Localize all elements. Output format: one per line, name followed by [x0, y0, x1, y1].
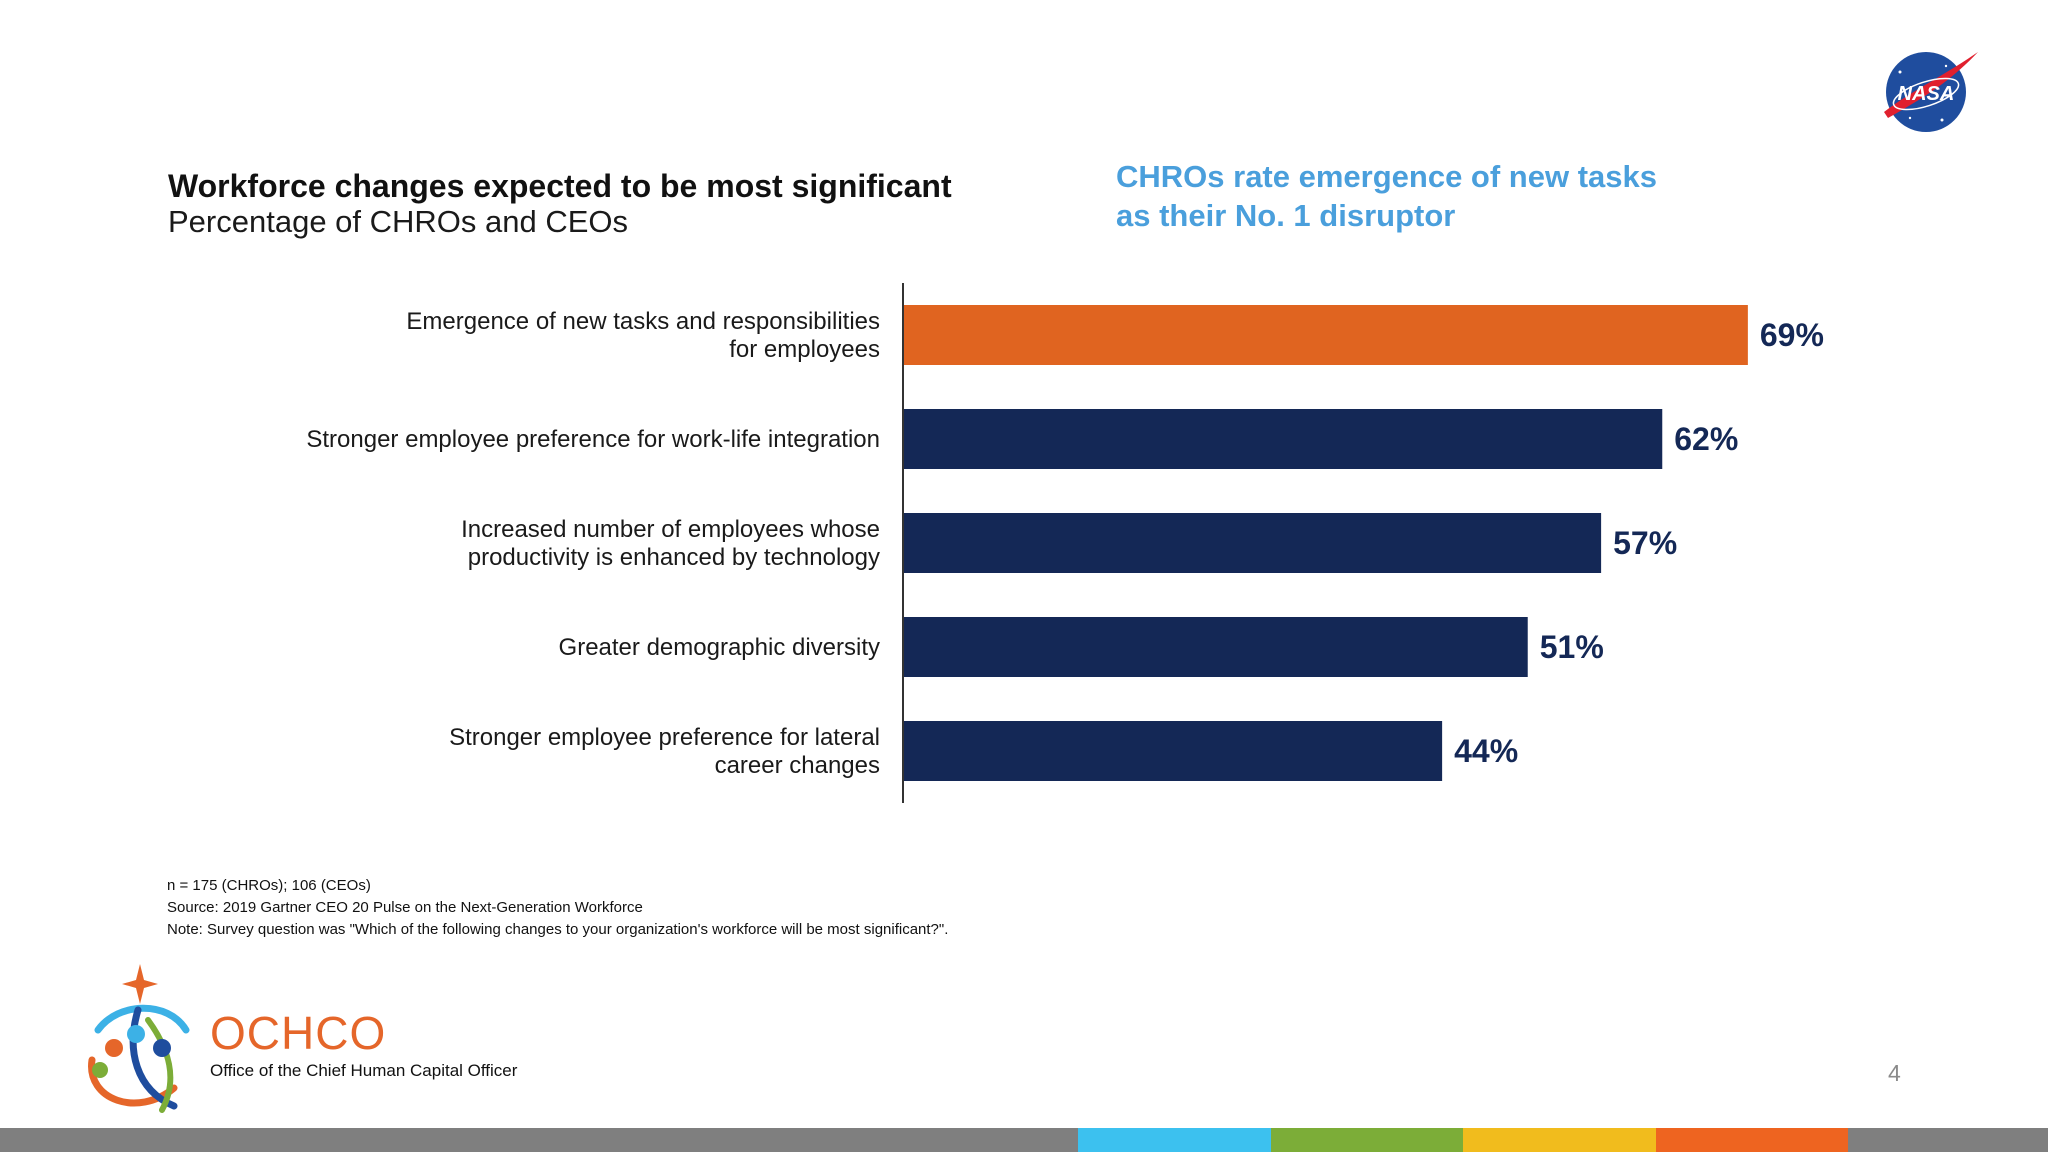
category-label-line: Greater demographic diversity [559, 634, 880, 661]
category-label-line: Increased number of employees whose [461, 516, 880, 543]
ochco-logo-icon [88, 964, 190, 1113]
footer-segment [1463, 1128, 1656, 1152]
bar [904, 513, 1602, 573]
source-note: Source: 2019 Gartner CEO 20 Pulse on the… [167, 899, 643, 916]
survey-note: Note: Survey question was "Which of the … [167, 921, 949, 938]
category-label-line: Stronger employee preference for lateral [449, 724, 880, 751]
category-label: Increased number of employees whose produ… [461, 516, 880, 571]
bar-chart: 69% Emergence of new tasks and responsibi… [306, 283, 1824, 803]
footer-segment [1656, 1128, 1848, 1152]
category-label-line: career changes [715, 752, 880, 779]
category-label-line: productivity is enhanced by technology [468, 544, 880, 571]
category-label-line: for employees [729, 336, 880, 363]
footer-segment [1078, 1128, 1271, 1152]
footer-segment [1271, 1128, 1463, 1152]
bar [904, 409, 1663, 469]
bar [904, 305, 1748, 365]
value-label: 44% [1454, 733, 1518, 769]
nasa-logo-text: NASA [1898, 83, 1955, 105]
footer-segment [1848, 1128, 2048, 1152]
category-label: Stronger employee preference for work-li… [306, 426, 880, 453]
footnotes: n = 175 (CHROs); 106 (CEOs) Source: 2019… [167, 875, 948, 941]
bar [904, 617, 1528, 677]
ochco-name: OCHCO [210, 1007, 387, 1059]
chart-header: Workforce changes expected to be most si… [168, 168, 952, 240]
category-label-line: Stronger employee preference for work-li… [306, 426, 880, 453]
value-label: 69% [1760, 317, 1824, 353]
category-label: Emergence of new tasks and responsibilit… [406, 308, 880, 363]
value-label: 51% [1540, 629, 1604, 665]
value-label: 57% [1613, 525, 1677, 561]
category-label: Stronger employee preference for lateral… [449, 724, 880, 779]
footer-segment [0, 1128, 1078, 1152]
ochco-full-name: Office of the Chief Human Capital Office… [210, 1061, 518, 1080]
sample-note: n = 175 (CHROs); 106 (CEOs) [167, 877, 371, 894]
footer-color-bar [0, 1128, 2048, 1152]
nasa-logo-icon: NASA [1884, 52, 1978, 132]
ochco-brand: OCHCO Office of the Chief Human Capital … [210, 1008, 517, 1082]
chart-subtitle: Percentage of CHROs and CEOs [168, 204, 629, 239]
bar [904, 721, 1443, 781]
category-label: Greater demographic diversity [559, 634, 880, 661]
value-label: 62% [1674, 421, 1738, 457]
page-number: 4 [1888, 1060, 1901, 1086]
category-label-line: Emergence of new tasks and responsibilit… [406, 308, 880, 335]
chart-title: Workforce changes expected to be most si… [168, 168, 952, 204]
callout-text: CHROs rate emergence of new tasks as the… [1116, 159, 1657, 233]
